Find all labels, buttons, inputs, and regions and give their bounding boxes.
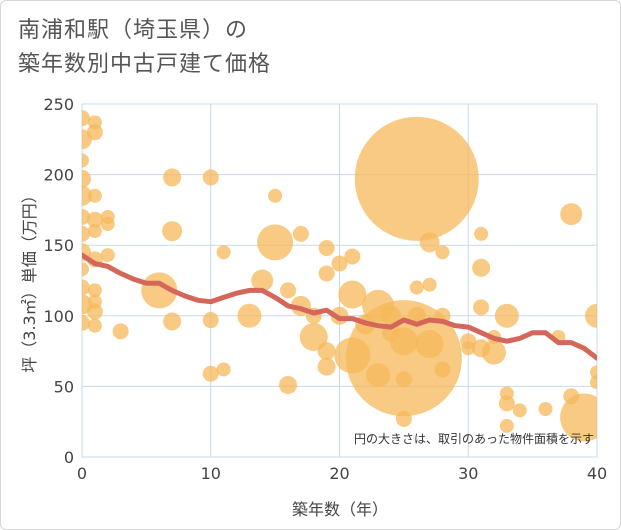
bubble bbox=[87, 283, 102, 298]
bubble bbox=[82, 153, 89, 168]
bubble bbox=[100, 248, 115, 263]
bubble bbox=[585, 303, 597, 328]
y-tick-label: 100 bbox=[43, 307, 74, 326]
bubble bbox=[87, 224, 102, 239]
bubble bbox=[87, 188, 102, 203]
bubble bbox=[86, 303, 103, 320]
bubble bbox=[344, 248, 361, 265]
y-tick-label: 150 bbox=[43, 236, 74, 255]
bubble bbox=[499, 418, 514, 433]
bubble bbox=[461, 341, 476, 356]
bubble bbox=[472, 258, 491, 277]
bubble bbox=[474, 226, 489, 241]
bubble bbox=[216, 362, 231, 377]
bubble bbox=[162, 221, 183, 242]
bubble bbox=[87, 318, 102, 333]
bubble bbox=[538, 401, 553, 416]
bubble bbox=[395, 410, 412, 427]
chart-title-line2: 築年数別中古戸建て価格 bbox=[18, 52, 272, 77]
x-tick-label: 20 bbox=[329, 464, 349, 483]
bubble bbox=[560, 393, 597, 442]
x-tick-label: 30 bbox=[458, 464, 478, 483]
bubble bbox=[237, 303, 262, 328]
bubble bbox=[202, 312, 219, 329]
bubble bbox=[257, 224, 294, 261]
bubble bbox=[473, 299, 490, 316]
bubbles bbox=[82, 110, 597, 442]
size-note: 円の大きさは、取引のあった物件面積を示す bbox=[354, 431, 594, 446]
bubble bbox=[163, 168, 182, 187]
bubble bbox=[112, 323, 129, 340]
chart-title: 南浦和駅（埼玉県）の 築年数別中古戸建て価格 bbox=[18, 14, 271, 82]
bubble bbox=[395, 371, 412, 388]
bubble bbox=[202, 365, 219, 382]
bubble bbox=[415, 330, 444, 359]
bubble bbox=[422, 277, 437, 292]
bubble bbox=[338, 280, 367, 309]
bubble bbox=[202, 169, 219, 186]
bubble bbox=[498, 395, 515, 412]
bubble bbox=[318, 265, 335, 282]
bubble bbox=[389, 327, 418, 356]
y-tick-label: 50 bbox=[54, 377, 74, 396]
bubble bbox=[409, 280, 424, 295]
bubble bbox=[82, 110, 90, 127]
bubble bbox=[82, 225, 90, 242]
bubble bbox=[292, 225, 309, 242]
bubble bbox=[299, 322, 328, 351]
bubble bbox=[100, 217, 115, 232]
bubble bbox=[280, 282, 296, 299]
bubble bbox=[482, 340, 506, 365]
bubble bbox=[345, 300, 462, 417]
x-tick-label: 40 bbox=[587, 464, 607, 483]
chart-title-line1: 南浦和駅（埼玉県）の bbox=[18, 18, 249, 43]
bubble bbox=[494, 303, 519, 328]
bubble bbox=[434, 361, 451, 378]
bubble bbox=[216, 245, 231, 260]
bubble bbox=[82, 314, 90, 331]
bubble bbox=[317, 357, 336, 376]
bubble bbox=[268, 188, 283, 203]
bubble bbox=[279, 375, 297, 394]
bubble bbox=[560, 203, 583, 226]
bubble bbox=[86, 211, 103, 228]
bubble bbox=[435, 245, 450, 260]
y-tick-label: 0 bbox=[64, 448, 74, 467]
x-tick-label: 0 bbox=[77, 464, 87, 483]
trend-line bbox=[82, 252, 597, 361]
y-tick-label: 200 bbox=[43, 166, 74, 185]
bubble bbox=[82, 279, 90, 296]
x-axis-label: 築年数（年） bbox=[292, 500, 388, 519]
bubble bbox=[82, 185, 92, 206]
bubble bbox=[163, 312, 182, 331]
bubble bbox=[590, 375, 597, 390]
bubble bbox=[86, 124, 103, 141]
x-tick-labels: 0 10 20 30 40 bbox=[77, 464, 607, 483]
y-axis-label: 坪（3.3㎡）単価（万円） bbox=[20, 187, 39, 372]
bubble bbox=[82, 169, 91, 188]
bubble bbox=[354, 116, 479, 241]
bubble bbox=[419, 232, 440, 253]
bubble bbox=[251, 269, 274, 292]
bubble bbox=[82, 262, 89, 277]
y-tick-label: 250 bbox=[43, 95, 74, 114]
x-tick-label: 10 bbox=[201, 464, 221, 483]
bubble bbox=[512, 403, 527, 418]
y-tick-labels: 0 50 100 150 200 250 bbox=[43, 95, 74, 467]
bubble bbox=[317, 342, 336, 361]
bubble bbox=[318, 240, 335, 257]
bubble bbox=[331, 255, 348, 272]
